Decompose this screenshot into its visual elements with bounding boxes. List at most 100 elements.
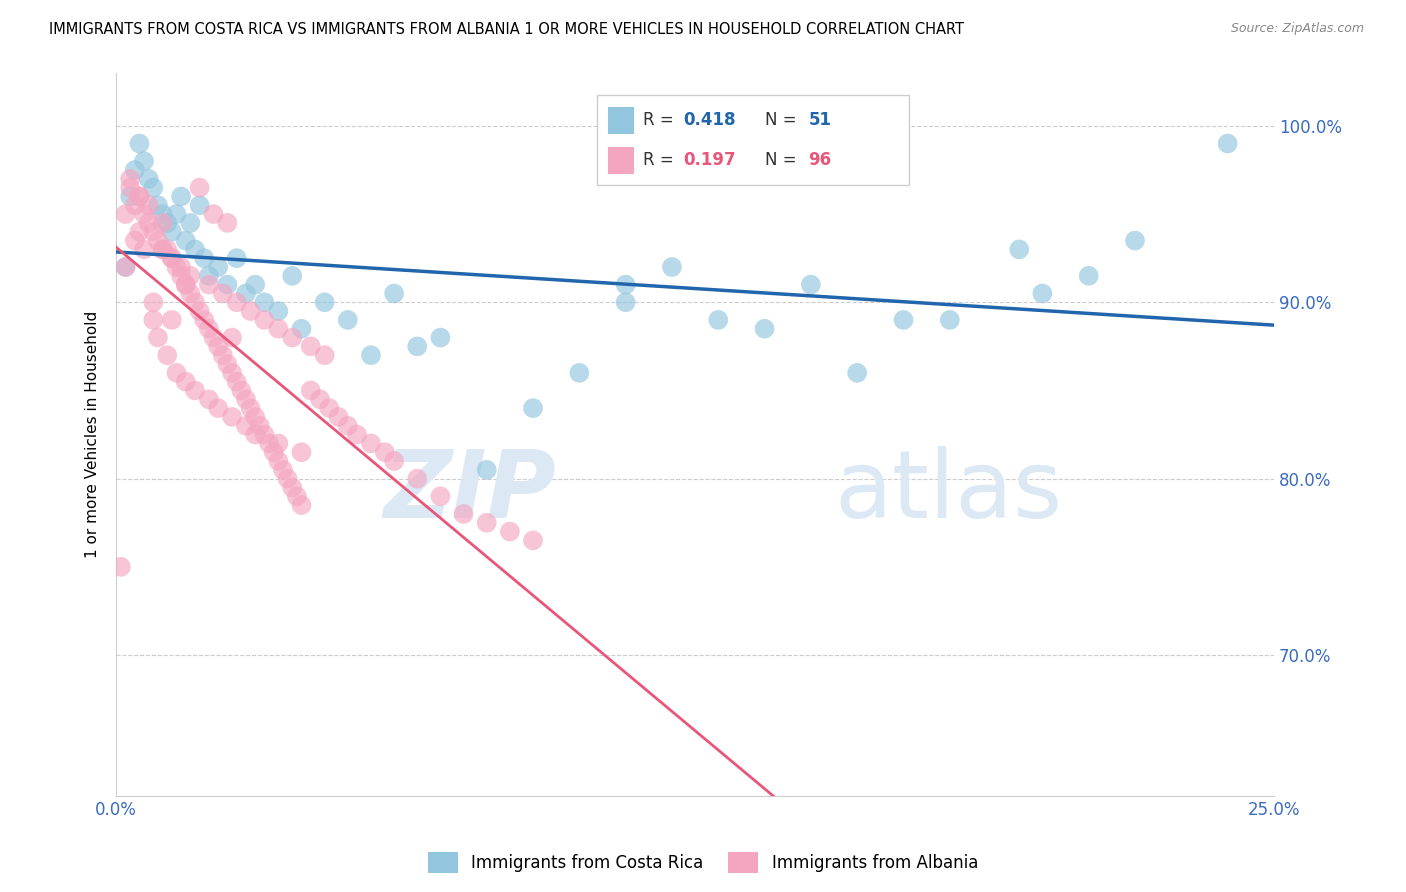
Point xyxy=(253,313,276,327)
Point xyxy=(114,207,136,221)
Point xyxy=(336,313,359,327)
Point xyxy=(128,225,150,239)
Point xyxy=(1077,268,1099,283)
Point xyxy=(160,251,183,265)
Point xyxy=(1031,286,1053,301)
Point xyxy=(156,243,179,257)
Point xyxy=(360,436,382,450)
Point xyxy=(188,180,211,194)
Point xyxy=(170,189,193,203)
Point xyxy=(568,366,591,380)
Point xyxy=(146,330,169,344)
Point xyxy=(160,225,183,239)
Point xyxy=(614,277,637,292)
Text: Source: ZipAtlas.com: Source: ZipAtlas.com xyxy=(1230,22,1364,36)
Point xyxy=(290,322,312,336)
Point xyxy=(754,322,776,336)
Point xyxy=(299,339,322,353)
Point xyxy=(1216,136,1239,151)
Point xyxy=(179,268,201,283)
Point xyxy=(198,392,221,407)
Point xyxy=(217,277,239,292)
Point xyxy=(314,295,336,310)
Point xyxy=(152,207,174,221)
Point xyxy=(202,330,225,344)
Point xyxy=(267,454,290,468)
Point xyxy=(152,243,174,257)
Point xyxy=(207,260,229,274)
Text: IMMIGRANTS FROM COSTA RICA VS IMMIGRANTS FROM ALBANIA 1 OR MORE VEHICLES IN HOUS: IMMIGRANTS FROM COSTA RICA VS IMMIGRANTS… xyxy=(49,22,965,37)
Point xyxy=(170,260,193,274)
Point xyxy=(267,322,290,336)
Text: 0.197: 0.197 xyxy=(683,151,737,169)
Point xyxy=(893,313,915,327)
Point xyxy=(277,472,299,486)
Point xyxy=(184,243,207,257)
Point xyxy=(160,251,183,265)
Point xyxy=(120,171,142,186)
Point xyxy=(166,260,188,274)
Text: 51: 51 xyxy=(808,111,831,129)
Point xyxy=(142,225,165,239)
Point xyxy=(110,559,132,574)
Point xyxy=(235,418,257,433)
Point xyxy=(198,277,221,292)
Point xyxy=(267,304,290,318)
Point xyxy=(239,304,262,318)
Point xyxy=(661,260,683,274)
Point xyxy=(499,524,522,539)
Point xyxy=(249,418,271,433)
Point xyxy=(336,418,359,433)
Text: R =: R = xyxy=(643,111,679,129)
Point xyxy=(707,313,730,327)
Point xyxy=(211,286,233,301)
Point xyxy=(114,260,136,274)
Point xyxy=(800,277,823,292)
Point xyxy=(522,401,544,416)
Point xyxy=(188,304,211,318)
Point xyxy=(174,234,197,248)
Point xyxy=(138,171,160,186)
Point xyxy=(124,234,146,248)
Point xyxy=(146,198,169,212)
Point xyxy=(202,207,225,221)
Point xyxy=(128,136,150,151)
Point xyxy=(114,260,136,274)
Point xyxy=(245,427,267,442)
Point xyxy=(271,463,294,477)
Point xyxy=(253,295,276,310)
Point xyxy=(429,330,451,344)
Text: 96: 96 xyxy=(808,151,832,169)
Point xyxy=(1123,234,1146,248)
Point xyxy=(170,268,193,283)
Point xyxy=(124,198,146,212)
Point xyxy=(253,427,276,442)
Point xyxy=(174,277,197,292)
Point xyxy=(207,339,229,353)
Point xyxy=(225,375,247,389)
Point xyxy=(382,286,405,301)
Point xyxy=(217,357,239,371)
Point xyxy=(156,348,179,362)
Point xyxy=(142,313,165,327)
Point xyxy=(314,348,336,362)
Point xyxy=(166,207,188,221)
Point xyxy=(132,154,155,169)
Point xyxy=(193,251,215,265)
Point xyxy=(429,489,451,503)
Point xyxy=(290,445,312,459)
Point xyxy=(142,295,165,310)
Text: atlas: atlas xyxy=(834,446,1063,539)
Point xyxy=(128,189,150,203)
Point xyxy=(152,243,174,257)
FancyBboxPatch shape xyxy=(596,95,910,185)
Text: N =: N = xyxy=(765,151,801,169)
Point xyxy=(374,445,396,459)
Point xyxy=(285,489,308,503)
Point xyxy=(267,436,290,450)
Point xyxy=(184,295,207,310)
Point xyxy=(124,163,146,178)
Point xyxy=(475,463,498,477)
Point xyxy=(245,409,267,424)
Point xyxy=(146,234,169,248)
